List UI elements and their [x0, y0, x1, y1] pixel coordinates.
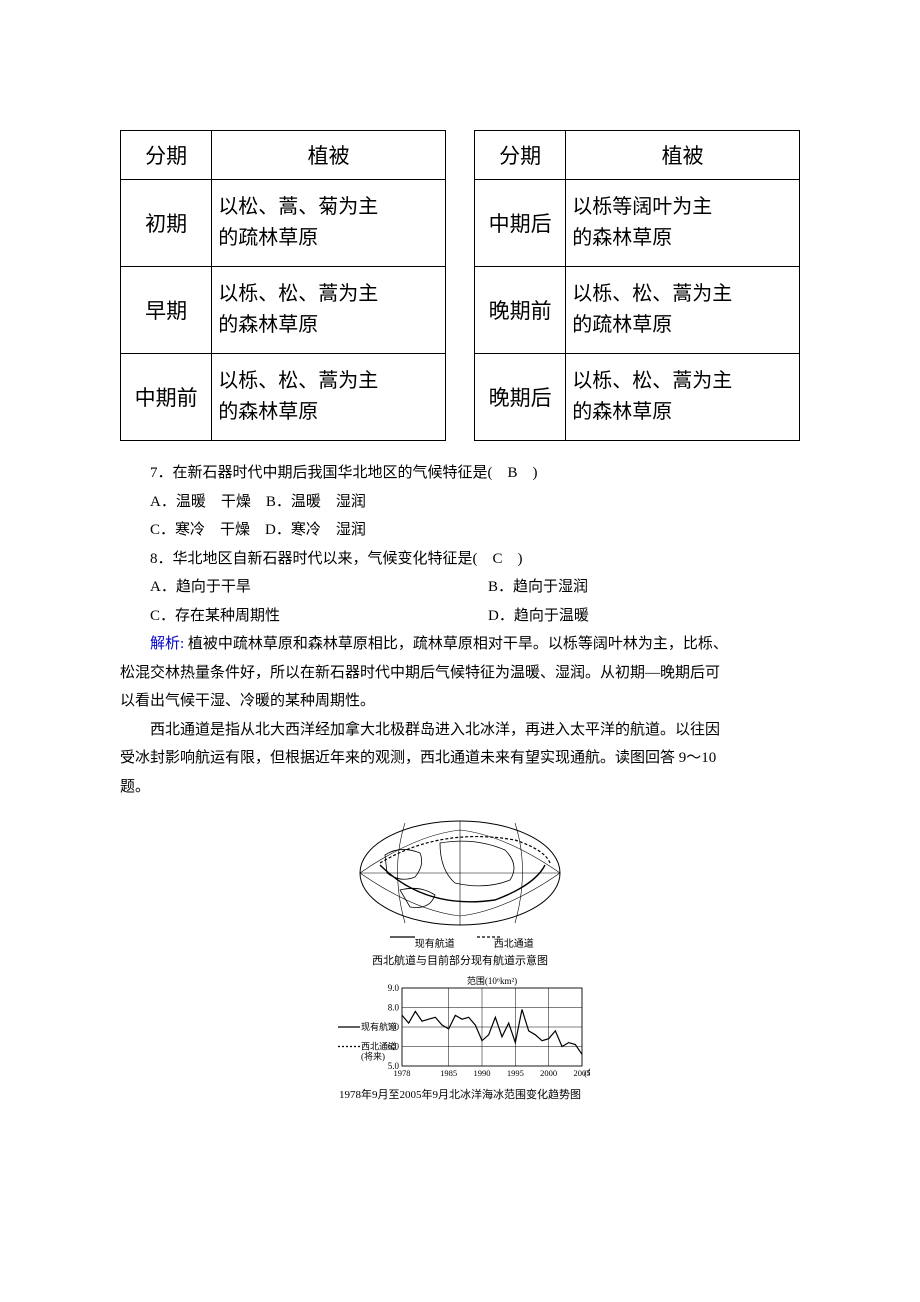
passage-line3: 题。 — [120, 773, 800, 802]
vegetation-tables: 分期 植被 初期 以松、蒿、菊为主 的疏林草原 早期 以栎、松、蒿为主 的森林草… — [120, 130, 800, 441]
q8-options-row1: A．趋向于干旱 B．趋向于湿润 — [120, 573, 800, 602]
table-row: 中期前 以栎、松、蒿为主 的森林草原 — [121, 354, 446, 441]
veg-line1: 以栎、松、蒿为主 — [572, 370, 732, 392]
q8-optB: B．趋向于湿润 — [488, 573, 800, 602]
veg-line2: 的森林草原 — [572, 227, 672, 249]
table-row: 早期 以栎、松、蒿为主 的森林草原 — [121, 267, 446, 354]
cell-veg: 以松、蒿、菊为主 的疏林草原 — [212, 180, 446, 267]
q7-stem: 7．在新石器时代中期后我国华北地区的气候特征是( B ) — [120, 459, 800, 488]
svg-text:9.0: 9.0 — [388, 983, 400, 993]
analysis-text2: 松混交林热量条件好，所以在新石器时代中期后气候特征为温暖、湿润。从初期—晚期后可 — [120, 659, 800, 688]
cell-veg: 以栎、松、蒿为主 的疏林草原 — [566, 267, 800, 354]
svg-text:范围(10⁶km²): 范围(10⁶km²) — [467, 975, 517, 986]
veg-line1: 以松、蒿、菊为主 — [218, 196, 378, 218]
q8-stem: 8．华北地区自新石器时代以来，气候变化特征是( C ) — [120, 545, 800, 574]
veg-line1: 以栎等阔叶为主 — [572, 196, 712, 218]
svg-text:1990: 1990 — [474, 1068, 491, 1078]
map-legend: 现有航道 西北通道 — [120, 935, 800, 950]
veg-line2: 的疏林草原 — [218, 227, 318, 249]
table-header-veg: 植被 — [566, 131, 800, 180]
q7-options-line1: A．温暖 干燥 B．温暖 湿润 — [120, 488, 800, 517]
svg-text:8.0: 8.0 — [388, 1003, 400, 1013]
veg-line1: 以栎、松、蒿为主 — [218, 370, 378, 392]
q8-optC: C．存在某种周期性 — [120, 602, 488, 631]
q8-optA: A．趋向于干旱 — [120, 573, 488, 602]
table-row: 分期 植被 — [121, 131, 446, 180]
cell-period: 早期 — [121, 267, 212, 354]
cell-veg: 以栎等阔叶为主 的森林草原 — [566, 180, 800, 267]
cell-period: 晚期前 — [475, 267, 566, 354]
legend-solid-label: 现有航道 — [415, 939, 455, 950]
analysis-text3: 以看出气候干湿、冷暖的某种周期性。 — [120, 687, 800, 716]
table-row: 分期 植被 — [475, 131, 800, 180]
analysis-paragraph: 解析: 植被中疏林草原和森林草原相比，疏林草原相对干旱。以栎等阔叶林为主，比栎、 — [120, 630, 800, 659]
svg-text:1978: 1978 — [394, 1068, 411, 1078]
table-row: 晚期前 以栎、松、蒿为主 的疏林草原 — [475, 267, 800, 354]
cell-veg: 以栎、松、蒿为主 的森林草原 — [212, 354, 446, 441]
q7-options-line2: C．寒冷 干燥 D．寒冷 湿润 — [120, 516, 800, 545]
analysis-text1: 植被中疏林草原和森林草原相比，疏林草原相对干旱。以栎等阔叶林为主，比栎、 — [188, 636, 728, 652]
svg-text:1985: 1985 — [440, 1068, 457, 1078]
cell-period: 中期前 — [121, 354, 212, 441]
table-row: 中期后 以栎等阔叶为主 的森林草原 — [475, 180, 800, 267]
veg-line1: 以栎、松、蒿为主 — [218, 283, 378, 305]
analysis-label: 解析: — [150, 636, 184, 652]
veg-line2: 的森林草原 — [572, 401, 672, 423]
table-header-period: 分期 — [475, 131, 566, 180]
svg-text:2000: 2000 — [540, 1068, 557, 1078]
table-header-veg: 植被 — [212, 131, 446, 180]
veg-line2: 的森林草原 — [218, 314, 318, 336]
table-row: 晚期后 以栎、松、蒿为主 的森林草原 — [475, 354, 800, 441]
cell-veg: 以栎、松、蒿为主 的森林草原 — [566, 354, 800, 441]
legend-dash-label: 西北通道 — [494, 939, 534, 950]
q8-options-row2: C．存在某种周期性 D．趋向于温暖 — [120, 602, 800, 631]
veg-line1: 以栎、松、蒿为主 — [572, 283, 732, 305]
chart-caption: 1978年9月至2005年9月北冰洋海冰范围变化趋势图 — [120, 1086, 800, 1102]
ice-chart: 5.06.07.08.09.0197819851990199520002005(… — [330, 974, 590, 1084]
passage-line2: 受冰封影响航运有限，但根据近年来的观测，西北通道未来有望实现通航。读图回答 9～… — [120, 744, 800, 773]
cell-period: 中期后 — [475, 180, 566, 267]
table-header-period: 分期 — [121, 131, 212, 180]
svg-text:现有航道: 现有航道 — [361, 1021, 397, 1032]
q8-optD: D．趋向于温暖 — [488, 602, 800, 631]
cell-veg: 以栎、松、蒿为主 的森林草原 — [212, 267, 446, 354]
map-caption: 西北航道与目前部分现有航道示意图 — [120, 952, 800, 968]
table-right: 分期 植被 中期后 以栎等阔叶为主 的森林草原 晚期前 以栎、松、蒿为主 的疏林… — [474, 130, 800, 441]
table-row: 初期 以松、蒿、菊为主 的疏林草原 — [121, 180, 446, 267]
svg-text:(年): (年) — [584, 1068, 590, 1078]
veg-line2: 的森林草原 — [218, 401, 318, 423]
veg-line2: 的疏林草原 — [572, 314, 672, 336]
svg-text:西北通道: 西北通道 — [361, 1041, 397, 1052]
svg-text:(将来): (将来) — [361, 1052, 385, 1062]
passage-line1: 西北通道是指从北大西洋经加拿大北极群岛进入北冰洋，再进入太平洋的航道。以往因 — [120, 716, 800, 745]
svg-text:1995: 1995 — [507, 1068, 524, 1078]
cell-period: 晚期后 — [475, 354, 566, 441]
map-figure — [345, 815, 575, 945]
cell-period: 初期 — [121, 180, 212, 267]
table-left: 分期 植被 初期 以松、蒿、菊为主 的疏林草原 早期 以栎、松、蒿为主 的森林草… — [120, 130, 446, 441]
